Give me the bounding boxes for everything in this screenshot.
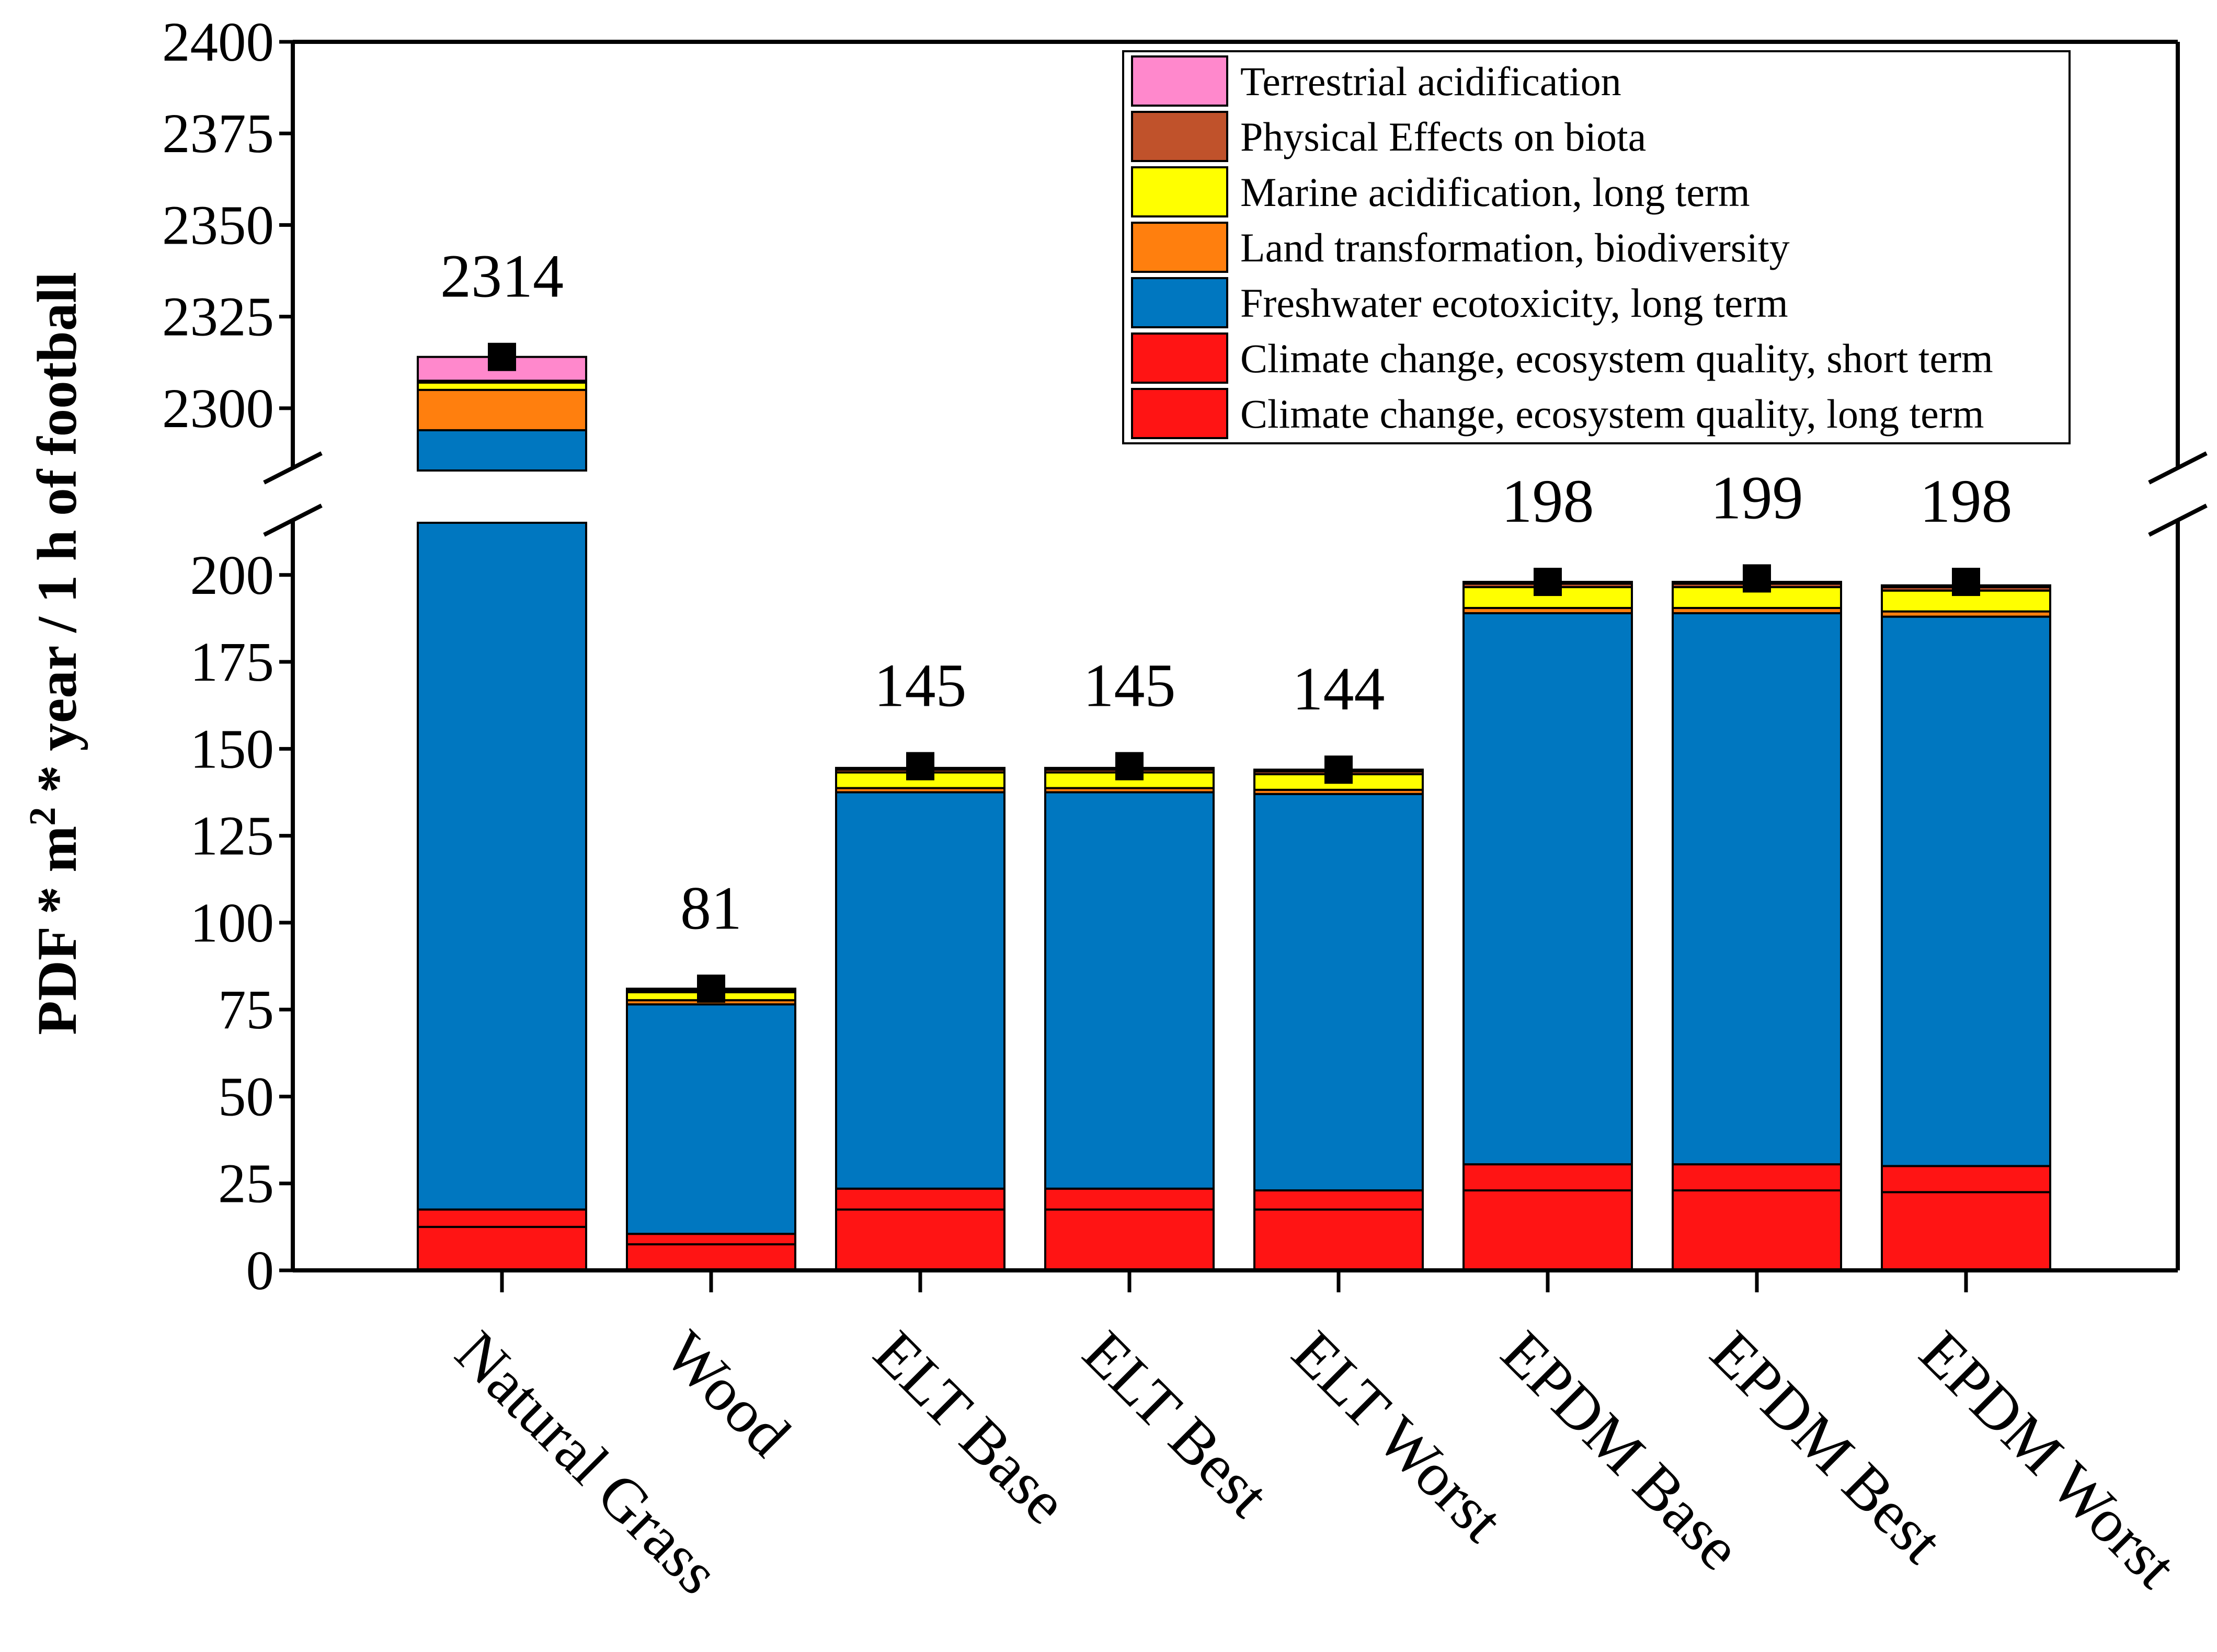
legend-label-climate-change-ecosystem-quality-short-term: Climate change, ecosystem quality, short… [1240,336,1993,381]
axis-break-mark [263,503,323,537]
bar-segment-natural-grass-climate-change-ecosystem-quality-long-term [417,1225,587,1271]
bar-segment-epdm-best-climate-change-ecosystem-quality-short-term [1672,1163,1842,1192]
total-label-elt-base: 145 [874,651,967,720]
y-tick-label-50: 50 [218,1066,274,1128]
total-marker-epdm-base [1534,568,1562,596]
bar-segment-wood-climate-change-ecosystem-quality-long-term [626,1243,796,1271]
axis-break-gap [296,473,2175,515]
y-tick-label-0: 0 [246,1240,275,1302]
bar-segment-elt-base-freshwater-ecotoxicity-long-term [835,791,1005,1190]
bar-segment-elt-best-climate-change-ecosystem-quality-long-term [1044,1208,1215,1272]
bar-segment-natural-grass-land-transformation-biodiversity [417,388,587,431]
total-label-elt-best: 145 [1083,651,1176,720]
axis-break-mark [2148,503,2208,537]
y-axis-title: PDF * m2 * year / 1 h of football [21,272,88,1035]
legend-label-climate-change-ecosystem-quality-long-term: Climate change, ecosystem quality, long … [1240,391,1984,437]
bar-segment-epdm-best-climate-change-ecosystem-quality-long-term [1672,1189,1842,1271]
y-tick-label-2300: 2300 [162,378,274,440]
total-label-epdm-best: 199 [1711,463,1803,532]
bar-segment-epdm-worst-climate-change-ecosystem-quality-short-term [1881,1165,2051,1194]
legend-swatch-climate-change-ecosystem-quality-short-term [1131,332,1228,384]
bar-segment-natural-grass-marine-acidification-long-term [417,381,587,391]
total-label-epdm-base: 198 [1502,467,1594,535]
y-tick-label-150: 150 [190,718,275,780]
total-marker-wood [697,974,725,1003]
y-tick-label-75: 75 [218,979,274,1041]
bar-segment-elt-worst-freshwater-ecotoxicity-long-term [1253,793,1424,1192]
bar-segment-natural-grass-climate-change-ecosystem-quality-short-term [417,1208,587,1228]
y-tick-label-200: 200 [190,545,275,606]
axis-break-mark [2148,451,2208,485]
bar-segment-epdm-base-freshwater-ecotoxicity-long-term [1462,612,1633,1166]
bar-segment-epdm-worst-freshwater-ecotoxicity-long-term [1881,615,2051,1167]
axis-break-mark [263,451,323,485]
legend-label-freshwater-ecotoxicity-long-term: Freshwater ecotoxicity, long term [1240,280,1788,326]
bar-segment-epdm-worst-climate-change-ecosystem-quality-long-term [1881,1191,2051,1272]
y-tick-label-175: 175 [190,632,275,693]
bar-segment-epdm-best-freshwater-ecotoxicity-long-term [1672,612,1842,1166]
total-label-natural-grass: 2314 [440,242,564,311]
bar-segment-natural-grass-freshwater-ecotoxicity-long-term [417,429,587,472]
bar-segment-elt-base-climate-change-ecosystem-quality-short-term [835,1187,1005,1211]
total-label-wood: 81 [680,874,742,942]
bar-segment-wood-freshwater-ecotoxicity-long-term [626,1003,796,1235]
total-marker-natural-grass [488,342,516,371]
bar-segment-epdm-base-climate-change-ecosystem-quality-long-term [1462,1189,1633,1271]
y-tick-label-100: 100 [190,892,275,954]
bar-segment-elt-base-climate-change-ecosystem-quality-long-term [835,1208,1005,1272]
y-tick-label-2400: 2400 [162,12,274,73]
total-label-epdm-worst: 198 [1920,467,2013,535]
legend-swatch-marine-acidification-long-term [1131,166,1228,217]
legend-label-terrestrial-acidification: Terrestrial acidification [1240,59,1621,104]
y-tick-label-2350: 2350 [162,194,274,256]
bar-segment-elt-worst-climate-change-ecosystem-quality-short-term [1253,1189,1424,1211]
legend-label-marine-acidification-long-term: Marine acidification, long term [1240,169,1750,215]
total-marker-elt-worst [1324,755,1353,784]
y-tick-label-125: 125 [190,806,275,867]
total-marker-epdm-best [1743,564,1771,593]
legend-swatch-climate-change-ecosystem-quality-long-term [1131,388,1228,439]
legend-box [1122,50,2071,444]
legend-swatch-freshwater-ecotoxicity-long-term [1131,277,1228,328]
bar-segment-epdm-base-climate-change-ecosystem-quality-short-term [1462,1163,1633,1192]
legend-label-physical-effects-on-biota: Physical Effects on biota [1240,114,1646,159]
legend-swatch-terrestrial-acidification [1131,55,1228,107]
bar-segment-elt-best-freshwater-ecotoxicity-long-term [1044,791,1215,1190]
bar-segment-elt-best-climate-change-ecosystem-quality-short-term [1044,1187,1215,1211]
bar-segment-natural-grass-freshwater-ecotoxicity-long-term [417,522,587,1211]
y-tick-label-25: 25 [218,1153,274,1215]
total-marker-elt-best [1115,752,1144,781]
legend-label-land-transformation-biodiversity: Land transformation, biodiversity [1240,225,1790,270]
total-label-elt-worst: 144 [1293,655,1385,723]
legend-swatch-physical-effects-on-biota [1131,111,1228,162]
legend-swatch-land-transformation-biodiversity [1131,222,1228,273]
total-marker-elt-base [906,752,934,781]
y-tick-label-2375: 2375 [162,103,274,165]
y-tick-label-2325: 2325 [162,286,274,348]
bar-segment-wood-climate-change-ecosystem-quality-short-term [626,1233,796,1246]
total-marker-epdm-worst [1952,568,1980,596]
bar-segment-elt-worst-climate-change-ecosystem-quality-long-term [1253,1208,1424,1272]
